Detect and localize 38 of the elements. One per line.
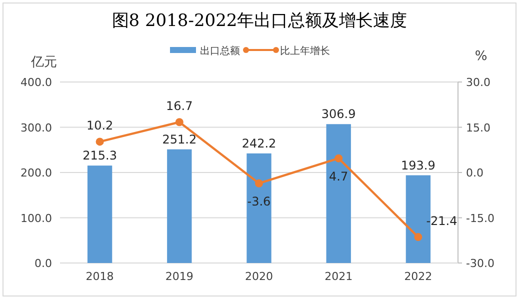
point xyxy=(175,118,184,126)
legend-label: 比上年增长 xyxy=(280,45,330,57)
x-tick-label: 2018 xyxy=(86,270,114,283)
point xyxy=(255,179,263,188)
data-label: 242.2 xyxy=(242,136,276,150)
data-label: 16.7 xyxy=(166,99,193,114)
x-tick-label: 2019 xyxy=(165,270,194,283)
y2-tick-label: 15.0 xyxy=(466,121,490,134)
x-tick-label: 2020 xyxy=(245,270,273,283)
data-label: 4.7 xyxy=(329,169,348,184)
y-tick-label: 0.0 xyxy=(34,257,52,270)
data-label: 10.2 xyxy=(86,118,114,133)
title: 图8 2018-2022年出口总额及增长速度 xyxy=(112,11,408,31)
y2-axis-title: % xyxy=(474,49,488,64)
point xyxy=(414,233,422,242)
x-tick-label: 2022 xyxy=(404,270,432,283)
bar xyxy=(246,153,272,263)
data-label: 306.9 xyxy=(321,107,356,122)
y-tick-label: 300.0 xyxy=(20,121,52,134)
y2-tick-label: 30.0 xyxy=(466,76,490,89)
data-label: 215.3 xyxy=(82,148,117,163)
y2-tick-label: -30.0 xyxy=(466,257,494,270)
point xyxy=(334,154,343,162)
bar xyxy=(87,166,112,263)
x-tick-label: 2021 xyxy=(324,270,353,283)
data-label: -3.6 xyxy=(247,194,271,208)
data-label: 193.9 xyxy=(401,158,436,172)
y-tick-label: 100.0 xyxy=(20,212,52,225)
point xyxy=(96,138,104,146)
bar xyxy=(326,124,351,263)
y2-tick-label: -15.0 xyxy=(466,212,494,225)
bar xyxy=(167,149,192,263)
y-tick-label: 200.0 xyxy=(20,166,52,180)
data-label: 251.2 xyxy=(162,132,197,146)
legend-label: 出口总额 xyxy=(200,45,240,57)
y-tick-label: 400.0 xyxy=(20,76,52,89)
y2-tick-label: 0.0 xyxy=(466,166,484,180)
y-axis-title: 亿元 xyxy=(30,55,57,70)
